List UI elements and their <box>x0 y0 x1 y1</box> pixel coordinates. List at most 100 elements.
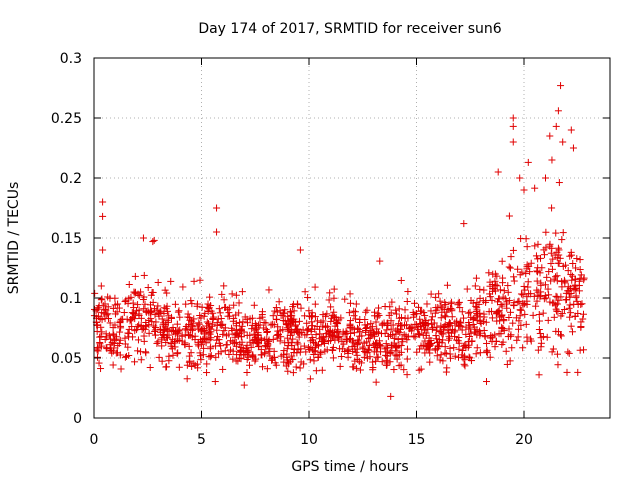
data-point <box>227 346 235 354</box>
data-point <box>129 314 137 322</box>
data-point <box>190 315 198 323</box>
data-point <box>446 334 454 342</box>
data-point <box>364 345 372 353</box>
data-point <box>191 361 199 369</box>
data-point <box>433 335 441 343</box>
grid-lines <box>94 58 610 418</box>
data-point <box>461 362 469 370</box>
data-point <box>567 126 575 134</box>
data-point <box>445 332 453 340</box>
data-point <box>448 305 456 313</box>
data-point <box>112 333 120 341</box>
data-point <box>509 122 517 130</box>
data-point <box>168 326 176 334</box>
data-point <box>245 348 253 356</box>
data-point <box>356 328 364 336</box>
data-point <box>505 212 513 220</box>
data-point <box>137 314 145 322</box>
data-point <box>559 229 567 237</box>
data-point <box>248 325 256 333</box>
data-point <box>294 301 302 309</box>
data-point <box>433 345 441 353</box>
data-point <box>563 368 571 376</box>
data-point <box>269 335 277 343</box>
x-tick-label: 5 <box>197 432 206 448</box>
data-point <box>115 339 123 347</box>
data-point <box>93 305 101 313</box>
data-point <box>203 360 211 368</box>
data-point <box>535 371 543 379</box>
data-point <box>344 353 352 361</box>
data-point <box>134 301 142 309</box>
data-point <box>387 317 395 325</box>
data-point <box>539 333 547 341</box>
data-point <box>423 300 431 308</box>
data-point <box>433 352 441 360</box>
data-point <box>510 277 518 285</box>
data-point <box>141 300 149 308</box>
data-point <box>200 326 208 334</box>
data-point <box>548 204 556 212</box>
data-point <box>211 378 219 386</box>
data-point <box>432 304 440 312</box>
data-point <box>396 329 404 337</box>
data-point <box>483 349 491 357</box>
data-point <box>523 243 531 251</box>
data-point <box>549 345 557 353</box>
data-point <box>490 285 498 293</box>
data-point <box>315 335 323 343</box>
data-point <box>506 357 514 365</box>
data-point <box>234 357 242 365</box>
data-point <box>517 321 525 329</box>
data-point <box>393 344 401 352</box>
data-point <box>238 288 246 296</box>
data-point <box>237 333 245 341</box>
data-point <box>507 253 515 261</box>
data-point <box>383 352 391 360</box>
data-point <box>246 338 254 346</box>
data-point <box>485 308 493 316</box>
data-point <box>544 316 552 324</box>
data-point <box>443 364 451 372</box>
data-points <box>90 82 588 400</box>
data-point <box>225 304 233 312</box>
data-point <box>209 315 217 323</box>
data-point <box>525 290 533 298</box>
data-point <box>263 365 271 373</box>
data-point <box>310 357 318 365</box>
data-point <box>97 323 105 331</box>
data-point <box>555 246 563 254</box>
data-point <box>183 361 191 369</box>
data-point <box>198 303 206 311</box>
data-point <box>514 298 522 306</box>
data-point <box>355 332 363 340</box>
data-point <box>104 314 112 322</box>
data-point <box>185 342 193 350</box>
data-point <box>447 300 455 308</box>
data-point <box>171 300 179 308</box>
data-point <box>273 316 281 324</box>
data-point <box>559 262 567 270</box>
data-point <box>547 277 555 285</box>
data-point <box>436 327 444 335</box>
data-point <box>462 323 470 331</box>
data-point <box>240 328 248 336</box>
data-point <box>437 314 445 322</box>
data-point <box>568 328 576 336</box>
data-point <box>207 353 215 361</box>
data-point <box>516 271 524 279</box>
data-point <box>465 332 473 340</box>
data-point <box>204 320 212 328</box>
data-point <box>200 312 208 320</box>
data-point <box>535 317 543 325</box>
data-point <box>151 327 159 335</box>
data-point <box>167 342 175 350</box>
data-point <box>417 365 425 373</box>
data-point <box>336 362 344 370</box>
data-point <box>243 341 251 349</box>
data-point <box>116 328 124 336</box>
data-point <box>91 289 99 297</box>
data-point <box>393 325 401 333</box>
data-point <box>544 285 552 293</box>
data-point <box>534 264 542 272</box>
